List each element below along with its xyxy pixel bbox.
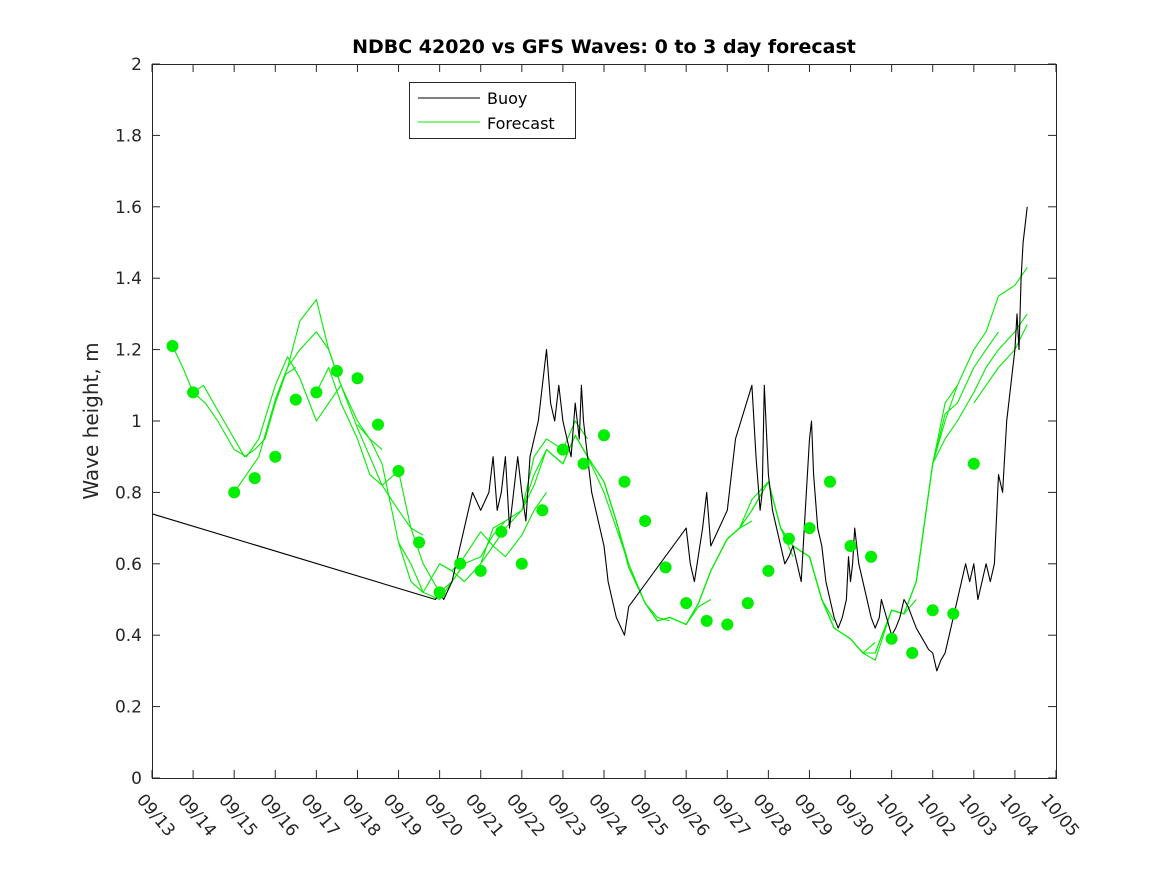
forecast-marker [680, 597, 693, 610]
forecast-marker [433, 586, 446, 599]
forecast-series-line [274, 299, 424, 536]
forecast-marker [926, 604, 939, 617]
forecast-marker [762, 564, 775, 577]
forecast-marker [392, 465, 405, 477]
forecast-marker [824, 475, 836, 488]
y-axis-label: Wave height, m [79, 342, 103, 499]
forecast-marker [618, 475, 631, 488]
forecast-marker [187, 386, 200, 399]
forecast-marker [495, 525, 508, 538]
forecast-marker [741, 597, 754, 610]
forecast-marker [803, 522, 816, 535]
forecast-marker [515, 557, 528, 570]
forecast-marker [351, 372, 364, 385]
y-tick-label: 0.6 [115, 555, 142, 575]
forecast-marker [865, 550, 878, 563]
forecast-marker [269, 450, 282, 463]
forecast-series-line [397, 492, 547, 593]
y-tick-label: 0.8 [115, 483, 142, 503]
forecast-marker [413, 536, 426, 549]
y-axis: 0 0.2 0.4 0.6 0.8 1 1.2 1.4 1.6 1.8 2 [115, 55, 1056, 789]
y-tick-label: 1 [131, 412, 142, 432]
forecast-marker [248, 472, 261, 485]
y-tick-label: 1.6 [115, 198, 142, 218]
forecast-marker [598, 429, 610, 442]
legend: Buoy Forecast [409, 82, 576, 139]
forecast-marker [700, 614, 713, 627]
forecast-series-line [891, 267, 1028, 615]
forecast-marker [289, 393, 302, 406]
legend-box [409, 82, 576, 139]
forecast-marker [577, 457, 590, 470]
forecast-marker [166, 340, 179, 352]
plot-markers [166, 340, 980, 659]
forecast-marker [454, 557, 467, 570]
forecast-marker [639, 515, 652, 527]
forecast-marker [906, 647, 919, 659]
forecast-marker [330, 365, 343, 377]
plot-lines [151, 206, 1028, 672]
forecast-marker [844, 540, 857, 552]
y-tick-label: 0.2 [115, 698, 142, 718]
forecast-series-line [932, 313, 1028, 465]
forecast-marker [659, 561, 672, 574]
forecast-marker [228, 486, 241, 499]
y-tick-label: 0.4 [115, 626, 142, 646]
forecast-marker [947, 607, 960, 620]
forecast-series-line [192, 356, 342, 458]
forecast-marker [782, 532, 795, 545]
y-tick-label: 1.2 [115, 341, 142, 361]
y-tick-label: 2 [131, 55, 142, 75]
forecast-marker [372, 418, 384, 431]
forecast-marker [556, 443, 569, 456]
forecast-marker [967, 457, 980, 470]
y-tick-label: 1.4 [115, 269, 142, 289]
chart-title: NDBC 42020 vs GFS Waves: 0 to 3 day fore… [352, 36, 856, 58]
y-tick-label: 1.8 [115, 126, 142, 146]
forecast-marker [885, 632, 898, 645]
forecast-series-line [357, 424, 506, 601]
buoy-series-line [151, 206, 1028, 672]
forecast-series-line [233, 331, 383, 493]
forecast-marker [721, 618, 734, 631]
legend-buoy-label: Buoy [487, 89, 527, 108]
forecast-marker [310, 386, 323, 399]
forecast-marker [536, 504, 549, 517]
y-tick-label: 0 [131, 769, 142, 789]
forecast-marker [474, 564, 487, 577]
legend-forecast-label: Forecast [487, 114, 555, 133]
